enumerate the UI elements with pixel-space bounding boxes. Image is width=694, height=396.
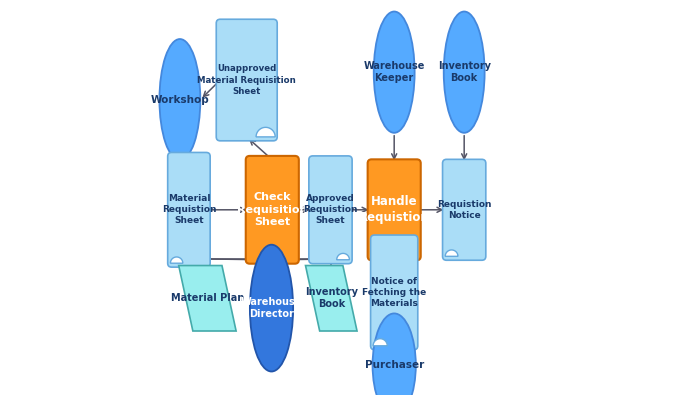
FancyBboxPatch shape: [309, 156, 352, 264]
FancyBboxPatch shape: [371, 235, 418, 350]
FancyBboxPatch shape: [443, 159, 486, 260]
Ellipse shape: [374, 11, 414, 133]
Polygon shape: [171, 257, 183, 263]
Text: Material Plan: Material Plan: [171, 293, 244, 303]
FancyBboxPatch shape: [368, 159, 421, 260]
Ellipse shape: [160, 39, 201, 160]
Text: Purchaser: Purchaser: [364, 360, 424, 370]
Text: Check
Requisition
Sheet: Check Requisition Sheet: [237, 192, 307, 227]
Polygon shape: [256, 128, 276, 137]
Text: Inventory
Book: Inventory Book: [305, 287, 358, 309]
Text: Notice of
Fetching the
Materials: Notice of Fetching the Materials: [362, 277, 426, 308]
Text: Warehouse
Director: Warehouse Director: [241, 297, 302, 319]
Polygon shape: [373, 339, 387, 346]
Text: Requistion
Notice: Requistion Notice: [437, 200, 491, 220]
Text: Unapproved
Material Requisition
Sheet: Unapproved Material Requisition Sheet: [197, 65, 296, 95]
FancyBboxPatch shape: [168, 152, 210, 267]
Text: Material
Requistion
Sheet: Material Requistion Sheet: [162, 194, 216, 225]
Polygon shape: [305, 266, 357, 331]
Polygon shape: [446, 250, 458, 256]
Polygon shape: [178, 266, 236, 331]
Text: Approved
Requistion
Sheet: Approved Requistion Sheet: [303, 194, 357, 225]
Ellipse shape: [373, 314, 416, 396]
Text: Inventory
Book: Inventory Book: [438, 61, 491, 84]
Polygon shape: [337, 253, 350, 260]
FancyBboxPatch shape: [246, 156, 299, 264]
Text: Handle
Requistion: Handle Requistion: [359, 195, 430, 224]
Ellipse shape: [250, 245, 293, 371]
Text: Workshop: Workshop: [151, 95, 210, 105]
Ellipse shape: [443, 11, 484, 133]
FancyBboxPatch shape: [217, 19, 277, 141]
Text: Warehouse
Keeper: Warehouse Keeper: [364, 61, 425, 84]
